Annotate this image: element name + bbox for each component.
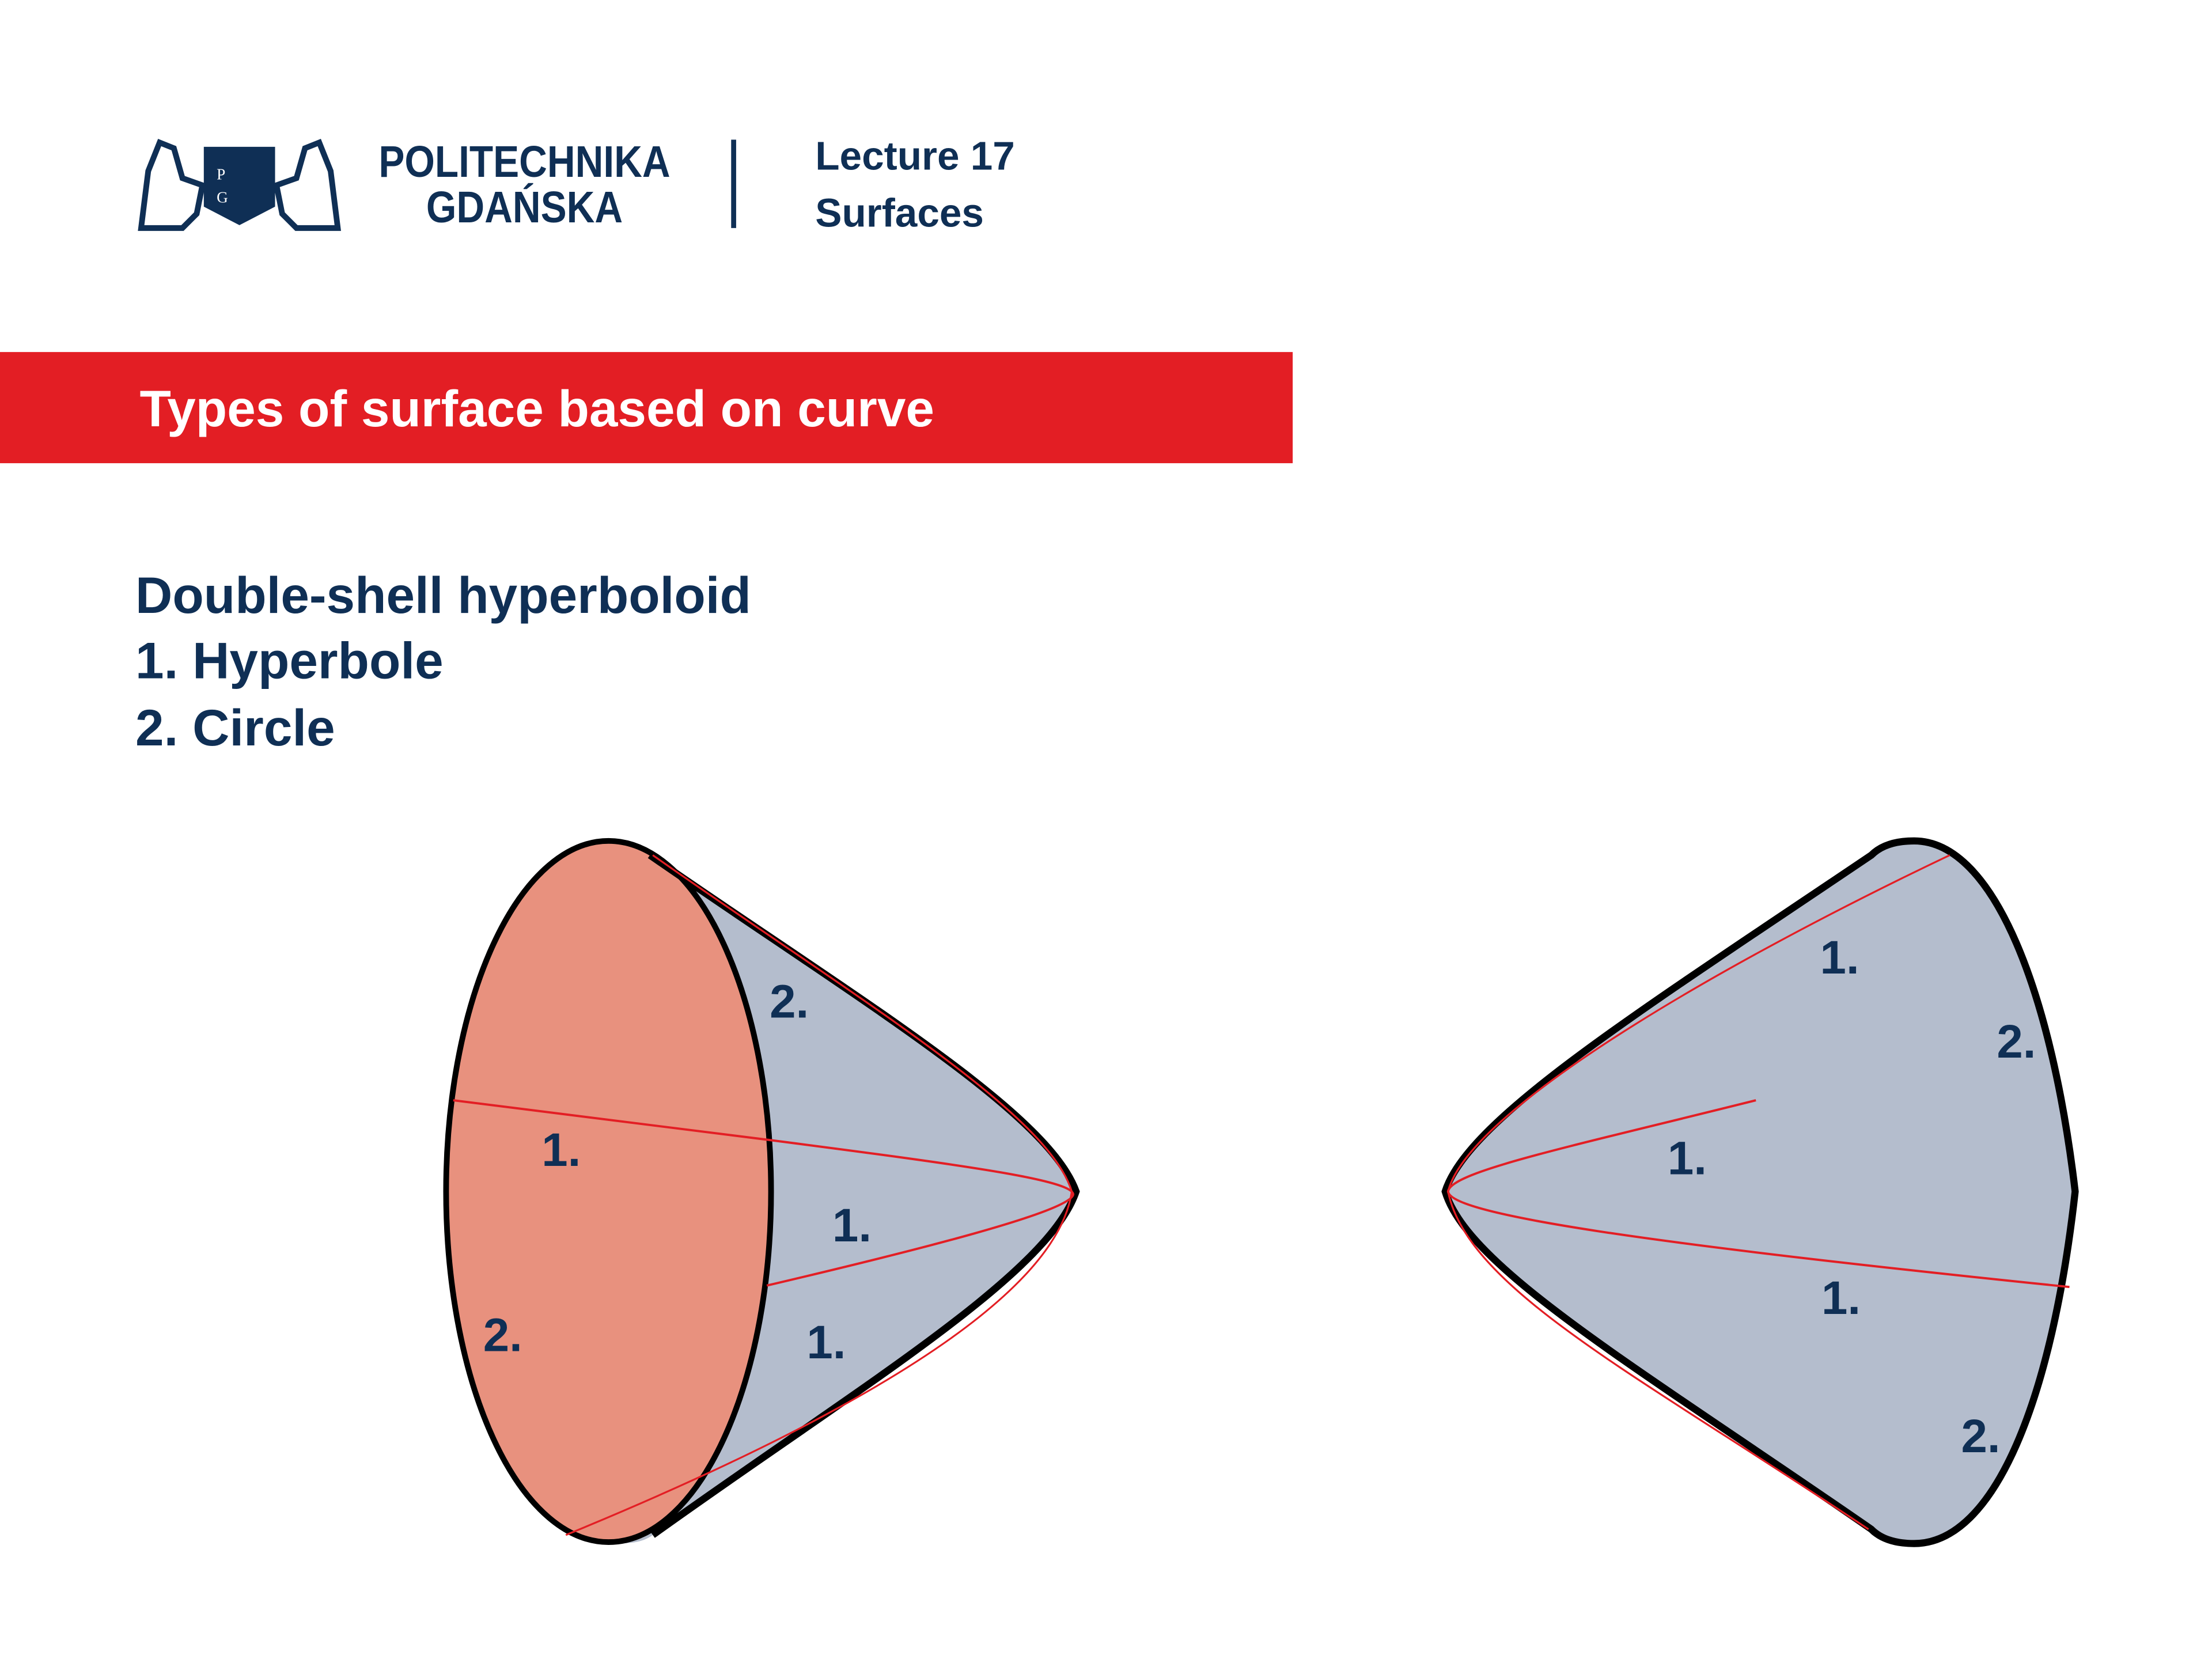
content-item-hyperbole: 1. Hyperbole <box>135 631 444 690</box>
lecture-number: Lecture 17 <box>815 134 1015 179</box>
right-label: 2. <box>1961 1410 2000 1463</box>
right-hyperbola-curve-2 <box>1446 1099 2070 1289</box>
right-shell-surface <box>1441 837 2079 1547</box>
title-banner <box>0 352 1293 464</box>
left-label: 2. <box>483 1309 522 1362</box>
left-label: 1. <box>541 1124 581 1176</box>
brand-line-1: POLITECHNIKA <box>378 137 671 187</box>
right-label: 2. <box>1997 1016 2036 1068</box>
brand-line-2: GDAŃSKA <box>426 182 623 233</box>
header-divider <box>731 139 736 228</box>
left-hyperboloid-shell: 2. 1. 1. 2. 1. <box>443 838 1080 1546</box>
left-label: 2. <box>770 976 809 1028</box>
logo-letter-g: G <box>217 188 228 206</box>
left-label: 1. <box>806 1316 846 1369</box>
left-label: 1. <box>832 1199 872 1252</box>
logo-letter-p: P <box>217 166 225 183</box>
university-logo: P G <box>138 138 341 231</box>
left-hyperbola-curve-2 <box>565 854 1073 1536</box>
logo-lion-right <box>273 138 341 231</box>
left-circle-section <box>443 838 774 1546</box>
right-label: 1. <box>1821 1272 1861 1324</box>
logo-shield <box>203 146 275 225</box>
right-hyperboloid-shell: 1. 2. 1. 1. 2. <box>1441 837 2079 1547</box>
lecture-subject: Surfaces <box>815 191 984 236</box>
slide-title: Types of surface based on curve <box>139 379 934 438</box>
content-item-circle: 2. Circle <box>135 698 335 757</box>
right-label: 1. <box>1668 1132 1707 1185</box>
content-heading: Double-shell hyperboloid <box>135 566 751 624</box>
left-hyperbola-curve <box>453 1099 1075 1287</box>
right-label: 1. <box>1820 931 1859 984</box>
logo-lion-left <box>138 138 206 231</box>
